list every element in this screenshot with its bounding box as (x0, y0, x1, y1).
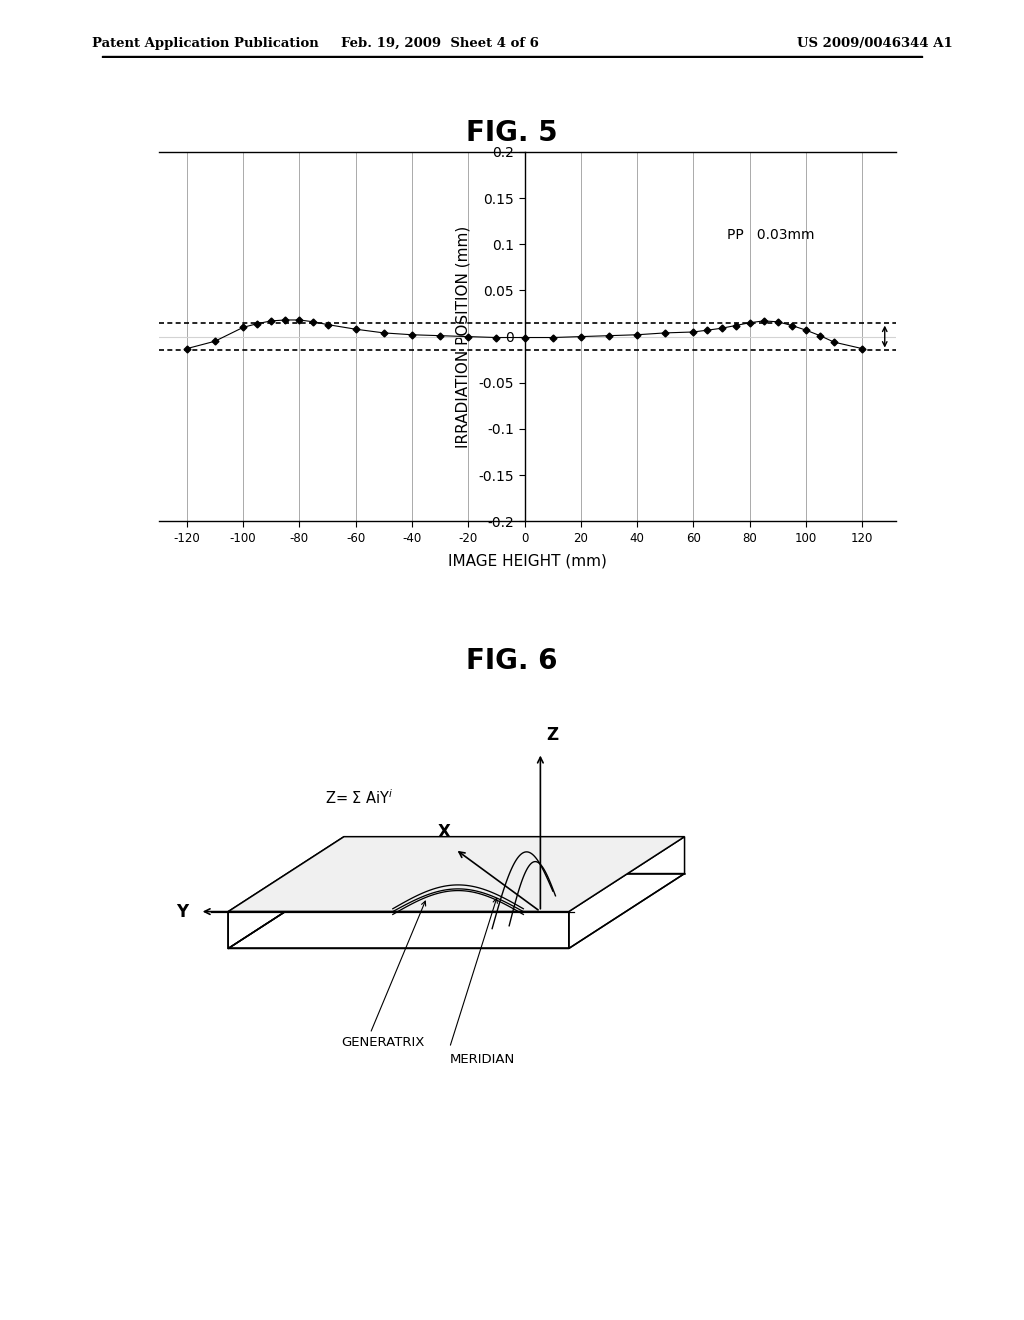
Text: FIG. 6: FIG. 6 (466, 647, 558, 675)
Text: Z: Z (546, 726, 558, 744)
Text: US 2009/0046344 A1: US 2009/0046344 A1 (797, 37, 952, 50)
Text: Patent Application Publication: Patent Application Publication (92, 37, 318, 50)
Text: X: X (437, 822, 451, 841)
Text: Z= $\Sigma$ AiY$^i$: Z= $\Sigma$ AiY$^i$ (325, 789, 393, 808)
Text: FIG. 5: FIG. 5 (466, 119, 558, 147)
Text: GENERATRIX: GENERATRIX (342, 1036, 425, 1048)
Text: MERIDIAN: MERIDIAN (450, 1052, 515, 1065)
X-axis label: IMAGE HEIGHT (mm): IMAGE HEIGHT (mm) (447, 553, 607, 568)
Y-axis label: IRRADIATION POSITION (mm): IRRADIATION POSITION (mm) (456, 226, 470, 447)
Polygon shape (228, 837, 685, 912)
Text: Y: Y (176, 903, 188, 920)
Text: Feb. 19, 2009  Sheet 4 of 6: Feb. 19, 2009 Sheet 4 of 6 (341, 37, 540, 50)
Text: PP   0.03mm: PP 0.03mm (727, 228, 815, 242)
